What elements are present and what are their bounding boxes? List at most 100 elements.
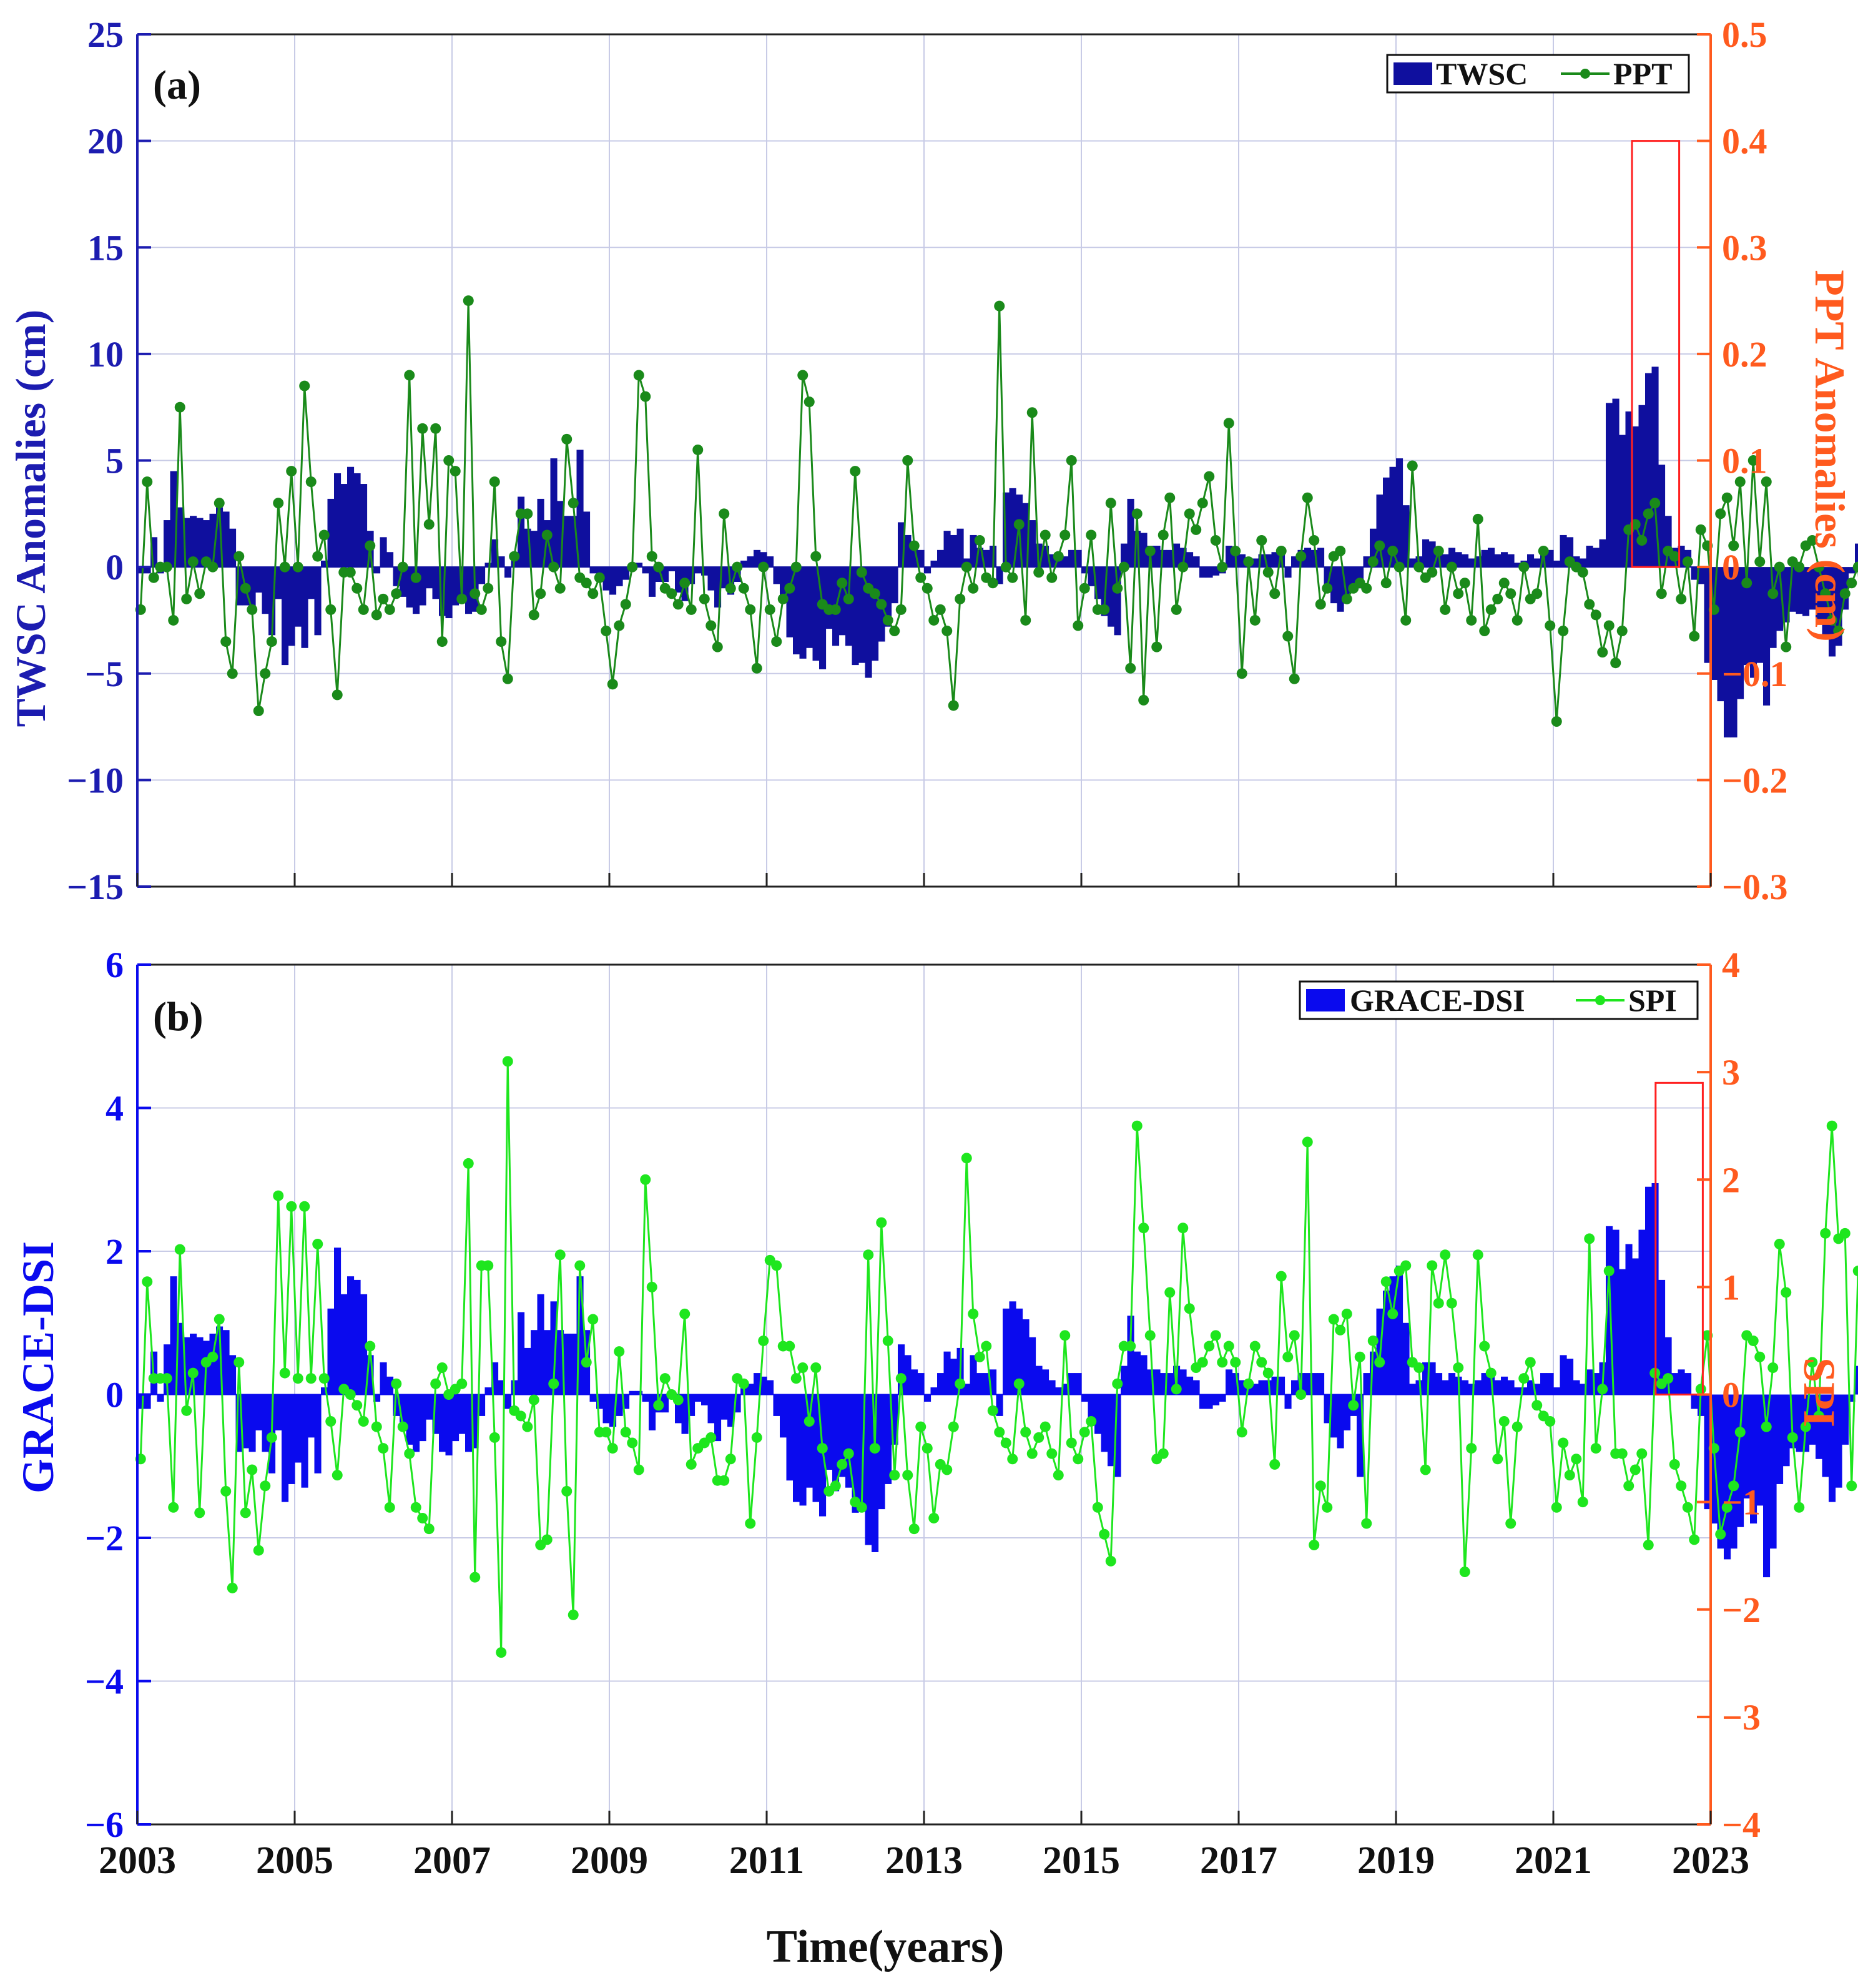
spi-point: [1131, 1120, 1143, 1131]
grace-dsi-bar: [478, 1394, 486, 1416]
grace-dsi-bar: [235, 1394, 243, 1452]
spi-point: [1852, 1266, 1858, 1277]
grace-dsi-bar: [1206, 1394, 1213, 1409]
spi-point: [417, 1512, 428, 1523]
twsc-bar: [1389, 466, 1397, 568]
twsc-bar: [1573, 556, 1580, 568]
grace-dsi-bar: [1199, 1394, 1207, 1409]
spi-point: [1059, 1330, 1071, 1341]
ppt-point: [1656, 588, 1667, 599]
grace-dsi-bar: [936, 1373, 945, 1395]
twsc-bar: [1114, 567, 1121, 636]
ppt-point: [994, 300, 1005, 312]
grace-dsi-bar: [307, 1394, 315, 1438]
ppt-point: [233, 551, 245, 562]
ppt-point: [587, 588, 599, 599]
grace-dsi-bar: [1310, 1373, 1318, 1395]
twsc-bar: [419, 567, 426, 606]
twsc-bar: [1088, 567, 1095, 586]
spi-point: [994, 1427, 1005, 1438]
twsc-bar: [687, 567, 696, 584]
ppt-point: [581, 578, 592, 589]
ppt-point: [1734, 476, 1746, 488]
grace-dsi-bar: [419, 1394, 426, 1442]
panel-a-highlight-box: [1631, 140, 1681, 568]
ppt-point: [745, 604, 756, 615]
grace-dsi-bar: [1225, 1369, 1233, 1395]
twsc-bar: [1500, 552, 1508, 568]
spi-point: [830, 1480, 841, 1492]
ppt-point: [305, 476, 317, 488]
twsc-bar: [1697, 567, 1705, 584]
grace-dsi-bar: [524, 1347, 531, 1395]
twsc-bar: [582, 511, 591, 568]
twsc-bar: [1337, 567, 1344, 612]
ppt-point: [168, 614, 179, 626]
ppt-point: [1774, 561, 1785, 573]
ppt-point: [1040, 529, 1051, 541]
ppt-point: [1721, 492, 1733, 503]
ppt-point: [273, 498, 284, 509]
spi-point: [1682, 1502, 1693, 1513]
grace-dsi-bar: [1166, 1373, 1174, 1395]
grace-dsi-bar: [380, 1362, 387, 1395]
spi-point: [810, 1362, 822, 1373]
twsc-bar: [1625, 411, 1633, 568]
ppt-point: [948, 700, 959, 711]
ppt-point: [725, 583, 736, 594]
grace-dsi-bar: [1277, 1376, 1285, 1395]
spi-point: [1446, 1297, 1457, 1309]
ppt-point: [535, 588, 546, 599]
twsc-bar: [1678, 546, 1685, 568]
ppt-point: [568, 498, 579, 509]
spi-point: [607, 1443, 618, 1454]
twsc-bar: [818, 567, 827, 669]
panel-b-legend: GRACE-DSI SPI: [1299, 980, 1699, 1020]
twsc-bar: [904, 534, 912, 568]
grace-dsi-bar: [923, 1394, 931, 1402]
twsc-bar: [1566, 537, 1574, 568]
ppt-point: [1380, 578, 1392, 589]
spi-point: [646, 1281, 657, 1292]
spi-point: [1184, 1303, 1195, 1314]
twsc-bar: [1225, 546, 1233, 568]
grace-dsi-bar: [910, 1369, 918, 1395]
twsc-bar: [1854, 543, 1858, 568]
twsc-bar: [1736, 567, 1744, 699]
grace-dsi-bar: [687, 1394, 696, 1416]
right-tick-label: 0: [1722, 547, 1740, 588]
twsc-bar: [1284, 567, 1292, 578]
grace-dsi-bar: [753, 1373, 761, 1395]
grace-dsi-bar: [432, 1394, 440, 1434]
spi-point: [1420, 1464, 1431, 1475]
left-tick-label: 2: [106, 1231, 124, 1272]
ppt-point: [417, 423, 428, 434]
grace-dsi-bar: [320, 1387, 328, 1395]
ppt-point: [1105, 498, 1116, 509]
ppt-point: [1761, 476, 1772, 488]
ppt-point: [666, 588, 677, 599]
grace-dsi-bar: [609, 1394, 617, 1427]
spi-point: [214, 1314, 225, 1325]
spi-point: [469, 1572, 481, 1583]
grace-dsi-bar: [747, 1384, 754, 1395]
ppt-point: [1387, 546, 1398, 557]
spi-point: [1341, 1308, 1352, 1319]
ppt-point: [1610, 657, 1621, 669]
twsc-bar: [976, 548, 984, 568]
twsc-bar: [642, 567, 649, 574]
ppt-point: [1852, 561, 1858, 573]
panel-a-grid: [137, 34, 1711, 887]
ppt-point: [764, 604, 775, 615]
spi-point: [1728, 1480, 1739, 1492]
grace-dsi-bar: [301, 1394, 308, 1488]
ppt-point: [974, 534, 985, 546]
ppt-point: [941, 626, 953, 636]
spi-point: [568, 1609, 579, 1620]
twsc-bar: [445, 567, 453, 619]
grace-dsi-bar: [963, 1384, 971, 1395]
ppt-point: [797, 370, 809, 381]
twsc-bar: [1691, 567, 1698, 580]
twsc-bar: [910, 543, 918, 568]
